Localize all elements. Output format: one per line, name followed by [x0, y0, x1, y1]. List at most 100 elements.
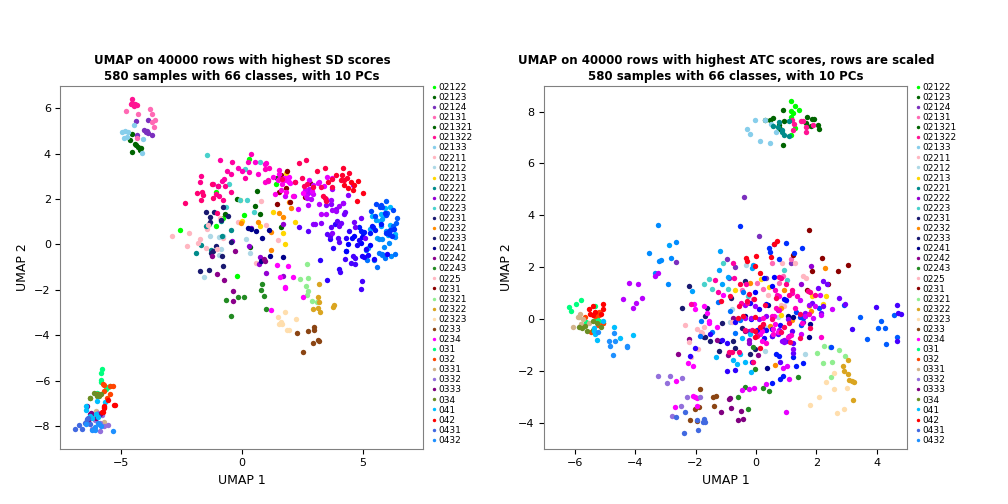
Point [124, 99, 140, 107]
Point [740, 304, 756, 312]
Point [815, 300, 832, 308]
Point [816, 359, 833, 367]
Point [341, 169, 357, 177]
Point [379, 249, 395, 258]
Point [257, 178, 273, 186]
Point [93, 422, 109, 430]
Point [667, 377, 683, 385]
Point [800, 317, 816, 325]
Point [271, 320, 287, 328]
Point [95, 408, 111, 416]
Point [382, 226, 398, 234]
Point [377, 204, 393, 212]
Point [219, 203, 235, 211]
Point [383, 251, 399, 260]
Point [338, 255, 354, 263]
Point [723, 288, 739, 296]
Point [128, 141, 144, 149]
Point [135, 135, 151, 143]
Point [573, 320, 589, 328]
Point [312, 308, 329, 316]
Point [236, 211, 252, 219]
Point [271, 166, 287, 174]
Point [761, 387, 777, 395]
Point [126, 121, 142, 129]
Point [362, 241, 378, 249]
Point [743, 286, 759, 294]
Point [786, 282, 802, 290]
Point [343, 178, 359, 186]
Point [248, 187, 264, 195]
Point [279, 177, 295, 185]
Point [755, 384, 771, 392]
Point [585, 311, 601, 319]
Point [93, 368, 109, 376]
Point [138, 128, 154, 136]
Point [345, 181, 361, 189]
Point [773, 295, 789, 303]
Point [803, 267, 820, 275]
Point [310, 336, 327, 344]
Point [766, 358, 782, 366]
Point [217, 276, 233, 284]
Legend: 02122, 02123, 02124, 02131, 021321, 021322, 02133, 02211, 02212, 02213, 02221, 0: 02122, 02123, 02124, 02131, 021321, 0213… [431, 83, 473, 445]
Point [804, 292, 821, 300]
Point [205, 180, 221, 188]
Point [795, 318, 811, 326]
Point [300, 189, 317, 197]
Point [742, 279, 758, 287]
Point [78, 402, 94, 410]
Point [743, 270, 759, 278]
Point [722, 394, 738, 402]
Point [331, 202, 347, 210]
Point [105, 382, 121, 390]
Point [214, 176, 230, 184]
Point [92, 392, 108, 400]
Point [214, 217, 230, 225]
Point [686, 405, 703, 413]
Point [88, 410, 104, 418]
Point [195, 191, 211, 199]
Point [775, 286, 791, 294]
Point [798, 128, 814, 136]
Point [117, 127, 133, 135]
Point [389, 214, 405, 222]
Point [274, 272, 290, 280]
Point [771, 118, 787, 126]
Point [774, 126, 790, 134]
Point [635, 267, 651, 275]
Point [764, 313, 780, 321]
Point [780, 304, 796, 312]
Point [774, 310, 790, 318]
Point [319, 230, 335, 238]
Point [191, 238, 207, 246]
Point [287, 177, 303, 185]
Point [812, 354, 829, 362]
Point [715, 234, 731, 242]
Point [795, 117, 811, 125]
Point [757, 116, 773, 124]
Point [775, 272, 791, 280]
Point [193, 196, 209, 204]
Point [346, 181, 362, 190]
Point [668, 413, 684, 421]
Point [734, 293, 750, 301]
Point [312, 183, 329, 191]
Point [800, 302, 816, 310]
Point [129, 101, 145, 109]
Point [661, 372, 677, 381]
Point [773, 301, 789, 309]
Point [91, 390, 107, 398]
Point [253, 197, 269, 205]
Point [749, 329, 765, 337]
Point [771, 121, 787, 129]
Point [344, 234, 360, 242]
Point [377, 254, 393, 262]
Point [720, 351, 736, 359]
Point [830, 267, 846, 275]
Point [127, 140, 143, 148]
Point [747, 115, 763, 123]
Point [736, 194, 752, 202]
Point [692, 328, 709, 336]
Point [716, 319, 732, 327]
